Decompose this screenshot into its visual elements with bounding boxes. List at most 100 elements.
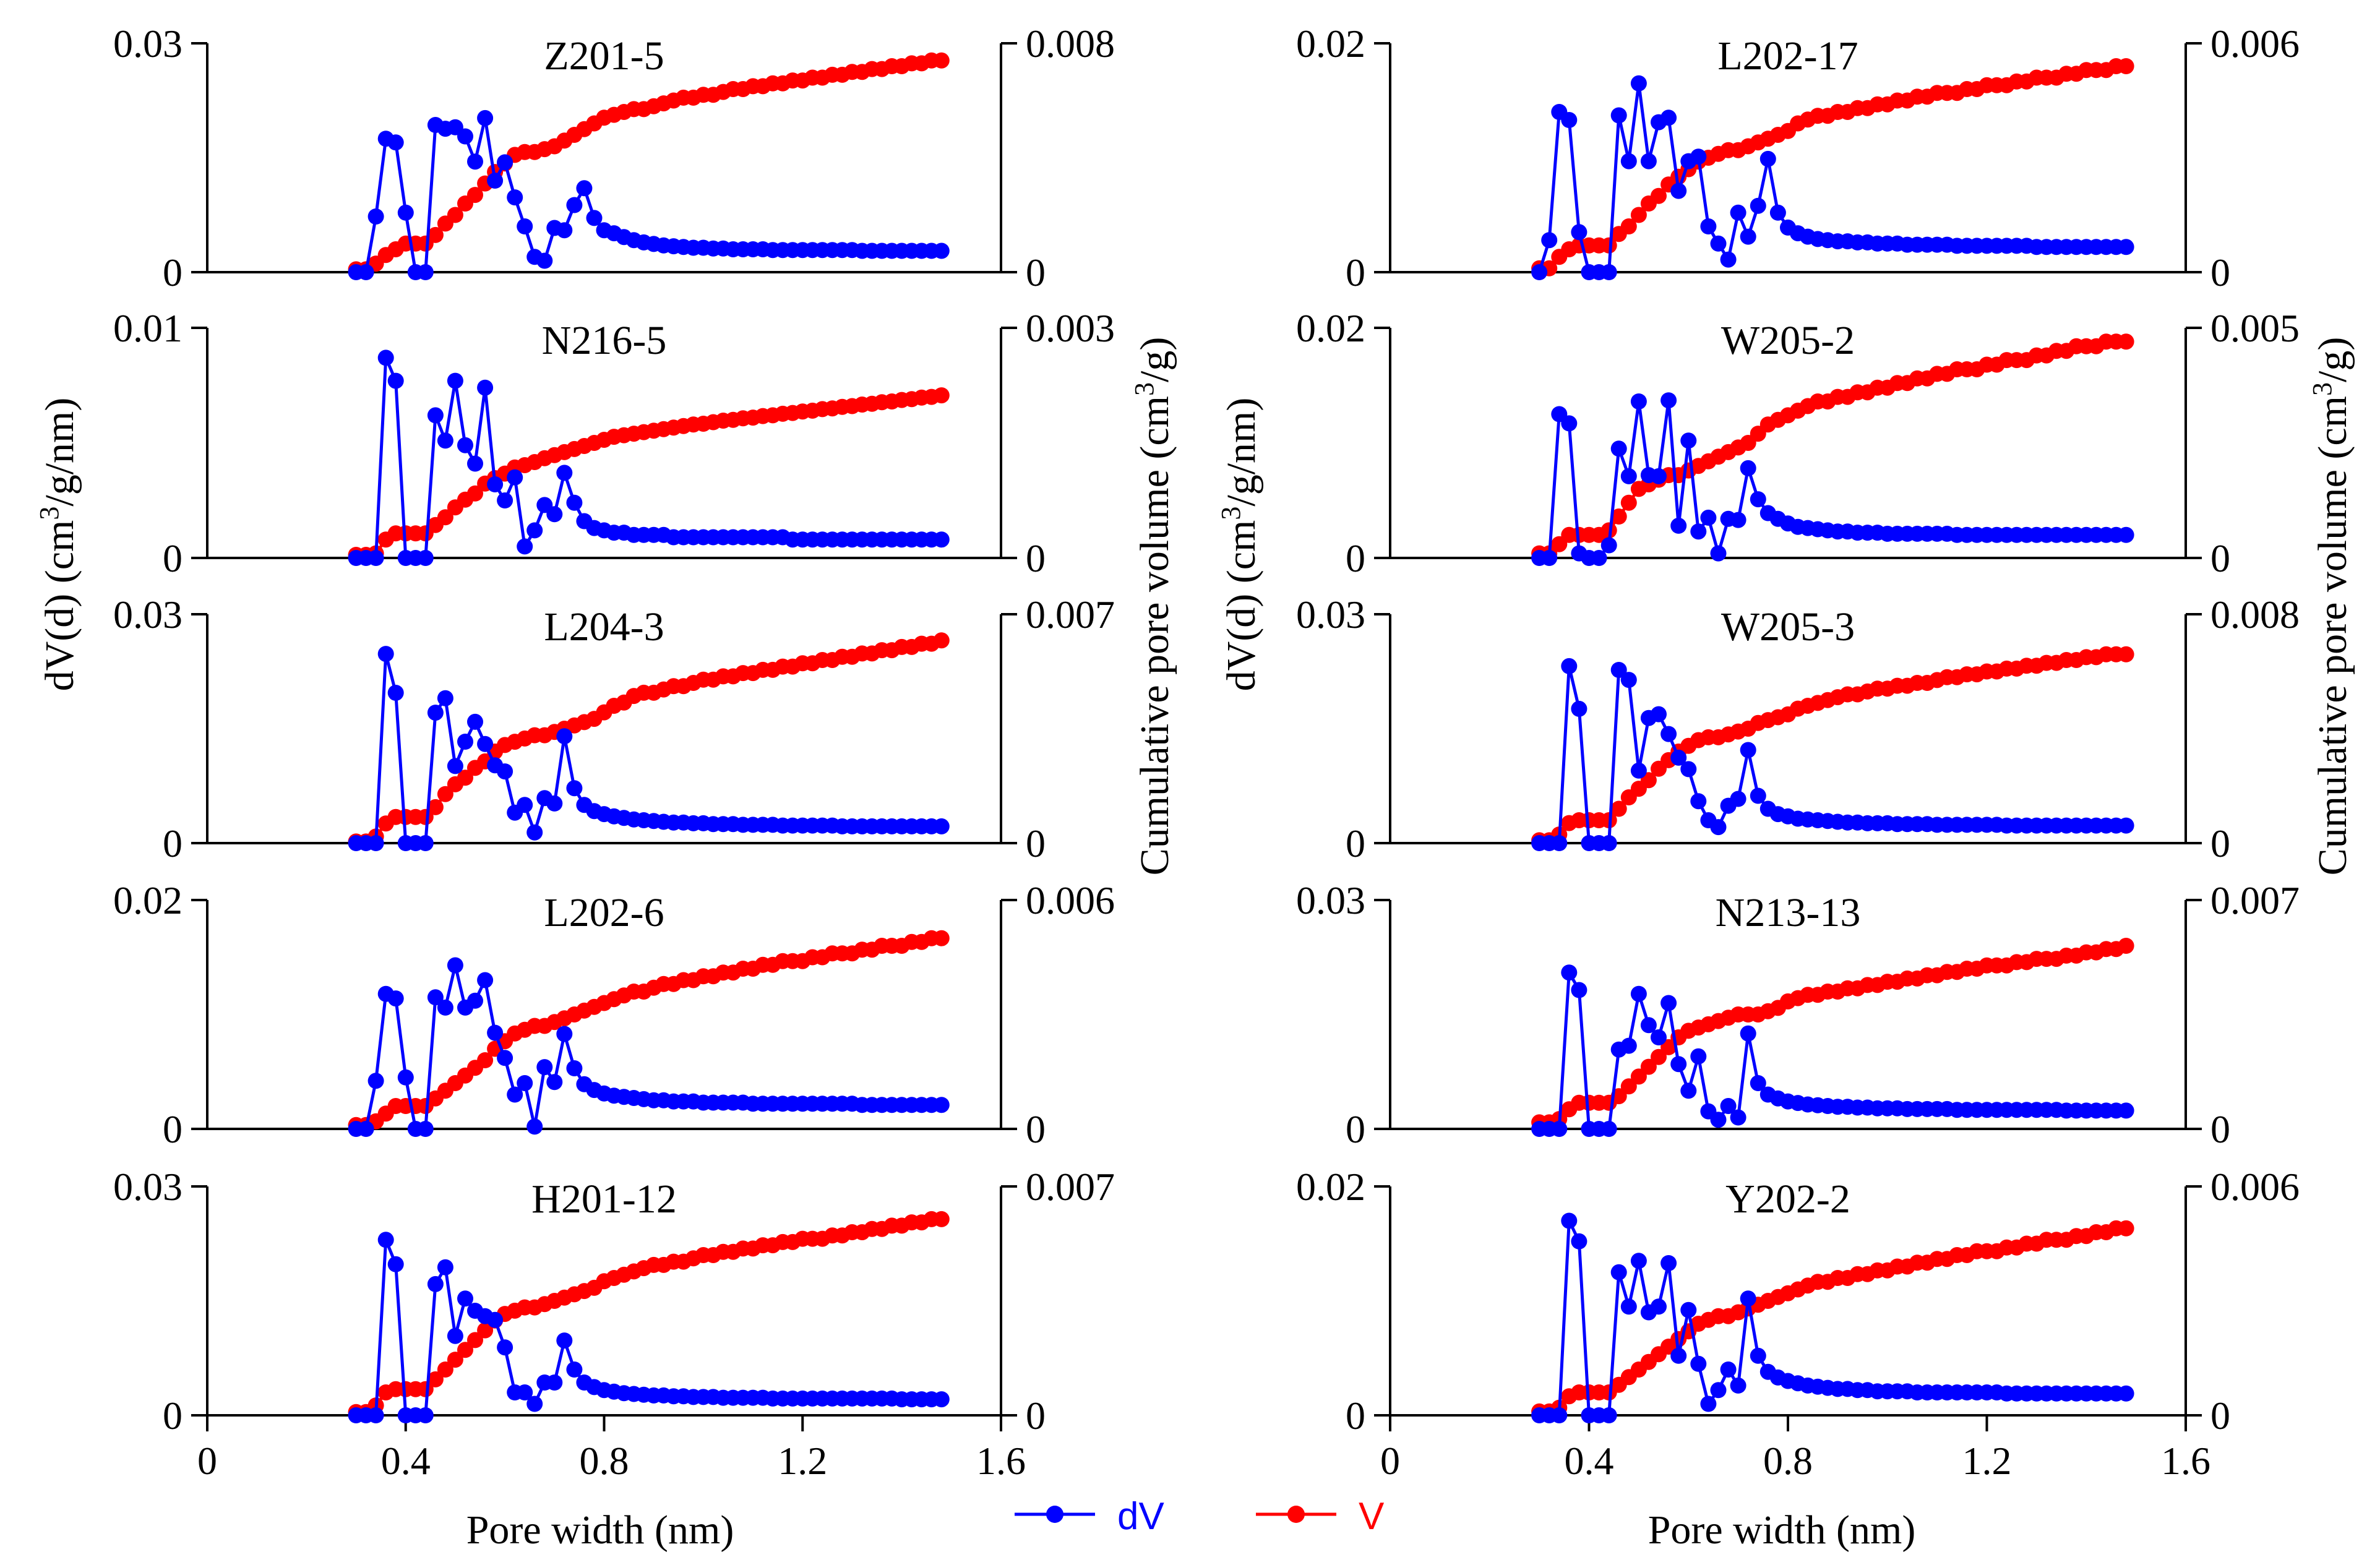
x-axis-title-right: Pore width (nm) xyxy=(1648,1507,1916,1553)
panel-title: N216-5 xyxy=(542,318,667,363)
data-point-dv xyxy=(1730,204,1746,221)
series-dv xyxy=(348,957,950,1137)
data-point-v xyxy=(457,1342,473,1358)
data-point-v xyxy=(447,207,463,223)
data-point-v xyxy=(2118,646,2134,662)
series-dv xyxy=(1531,1212,2134,1423)
left-tick-label: 0.01 xyxy=(113,306,183,350)
data-point-dv xyxy=(437,690,453,706)
data-point-dv xyxy=(387,990,404,1007)
data-point-dv xyxy=(1670,1347,1687,1364)
data-point-dv xyxy=(1670,182,1687,199)
data-point-v xyxy=(1620,1078,1637,1095)
data-point-dv xyxy=(517,1075,533,1091)
data-point-v xyxy=(1630,207,1647,223)
data-point-dv xyxy=(427,407,444,424)
data-point-dv xyxy=(477,379,494,396)
data-point-dv xyxy=(358,1121,374,1137)
data-point-v xyxy=(437,1361,453,1378)
x-tick-label: 1.6 xyxy=(2161,1439,2210,1483)
data-point-v xyxy=(1651,187,1667,204)
data-point-dv xyxy=(933,1097,950,1113)
data-point-dv xyxy=(457,128,473,145)
data-point-dv xyxy=(576,180,593,197)
data-point-dv xyxy=(1660,109,1677,126)
data-point-dv xyxy=(457,437,473,453)
data-point-v xyxy=(1640,772,1657,789)
data-point-dv xyxy=(546,1374,563,1391)
data-point-dv xyxy=(1660,392,1677,409)
data-point-dv xyxy=(1740,460,1756,476)
data-point-v xyxy=(467,187,483,204)
series-dv xyxy=(1531,658,2134,851)
data-point-dv xyxy=(497,763,513,780)
series-dv xyxy=(1531,964,2134,1137)
data-point-dv xyxy=(1690,148,1707,165)
data-point-dv xyxy=(1600,537,1617,554)
data-point-v xyxy=(427,226,444,243)
panel-h201-12: 0 0.03 0 0.007 0 0.4 0.8 1.2 1.6 H201-12 xyxy=(113,1165,1115,1483)
data-point-dv xyxy=(526,522,543,539)
data-point-dv xyxy=(367,1073,384,1089)
series-line-dv xyxy=(356,356,942,560)
series-dv xyxy=(1531,392,2134,566)
legend-dv-marker xyxy=(1046,1506,1063,1523)
panel-l202-6: 0 0.02 0 0.006 L202-6 xyxy=(113,878,1115,1151)
data-point-dv xyxy=(536,252,553,269)
data-point-dv xyxy=(933,242,950,259)
panel-title: L202-6 xyxy=(544,890,664,935)
data-point-dv xyxy=(477,735,494,752)
data-point-dv xyxy=(556,222,573,239)
data-point-dv xyxy=(417,1407,434,1423)
data-point-dv xyxy=(487,1024,504,1041)
data-point-v xyxy=(457,770,473,786)
data-point-v xyxy=(477,1322,494,1339)
legend-v-label: V xyxy=(1359,1495,1385,1538)
data-point-dv xyxy=(566,494,583,511)
data-point-dv xyxy=(526,824,543,841)
data-point-dv xyxy=(387,685,404,701)
panel-title: N213-13 xyxy=(1716,890,1861,935)
data-point-dv xyxy=(546,506,563,523)
data-point-dv xyxy=(1561,415,1578,432)
right-tick-label: 0 xyxy=(1026,251,1046,294)
data-point-dv xyxy=(447,957,463,974)
data-point-dv xyxy=(507,469,523,486)
data-point-dv xyxy=(566,197,583,213)
data-point-dv xyxy=(467,153,483,170)
data-point-v xyxy=(1651,1048,1667,1065)
data-point-dv xyxy=(1561,1212,1578,1229)
data-point-dv xyxy=(1630,985,1647,1002)
middle-y-axis-title: Cumulative pore volume (cm3/g) xyxy=(1129,337,1177,876)
data-point-dv xyxy=(1610,662,1627,678)
data-point-dv xyxy=(437,432,453,449)
data-point-dv xyxy=(1750,491,1766,508)
data-point-dv xyxy=(1630,762,1647,779)
data-point-v xyxy=(1660,1039,1677,1055)
data-point-dv xyxy=(487,1311,504,1328)
panel-title: L202-17 xyxy=(1717,33,1858,79)
data-point-dv xyxy=(1710,1382,1727,1399)
data-point-dv xyxy=(1640,1017,1657,1034)
legend-item-v: V xyxy=(1256,1495,1385,1538)
right-tick-label: 0.008 xyxy=(2210,593,2300,637)
data-point-dv xyxy=(2118,1385,2134,1402)
data-point-dv xyxy=(1680,432,1697,449)
data-point-dv xyxy=(367,835,384,851)
data-point-v xyxy=(437,509,453,526)
x-tick-label: 1.2 xyxy=(778,1439,827,1483)
series-dv xyxy=(1531,75,2134,280)
right-tick-label: 0 xyxy=(2210,1394,2230,1438)
data-point-dv xyxy=(1750,787,1766,804)
left-tick-label: 0.03 xyxy=(113,593,183,637)
left-tick-label: 0 xyxy=(1346,1107,1365,1151)
data-point-dv xyxy=(1660,1255,1677,1271)
data-point-dv xyxy=(1591,550,1607,566)
data-point-dv xyxy=(2118,1102,2134,1119)
series-v xyxy=(348,930,950,1133)
data-point-dv xyxy=(1620,153,1637,169)
right-tick-label: 0.007 xyxy=(1026,593,1115,637)
data-point-dv xyxy=(447,758,463,774)
x-tick-label: 0 xyxy=(197,1439,217,1483)
data-point-dv xyxy=(526,1396,543,1412)
